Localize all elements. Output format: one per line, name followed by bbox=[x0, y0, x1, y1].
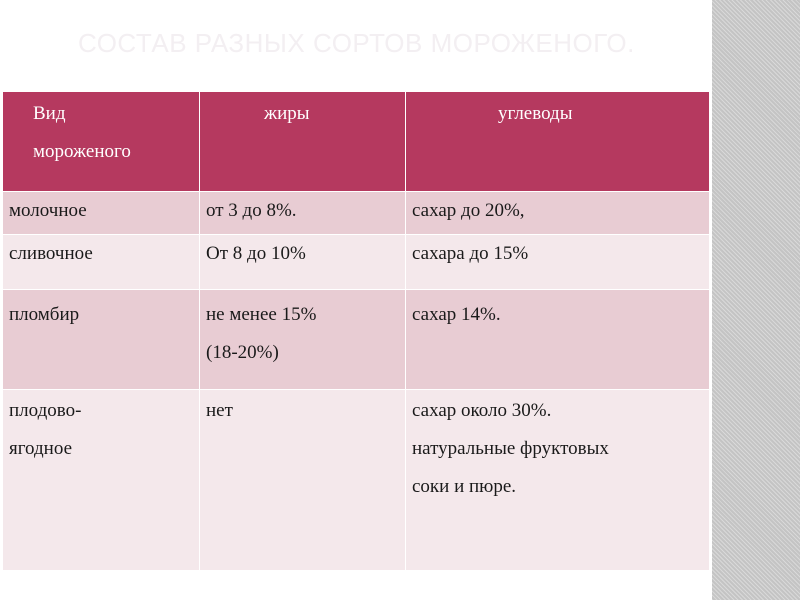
table-row: молочное от 3 до 8%. сахар до 20%, bbox=[2, 191, 710, 235]
header-kind-line: Вид bbox=[33, 103, 66, 124]
cell-text: сливочное bbox=[9, 243, 93, 264]
cell-text: пломбир bbox=[9, 304, 80, 325]
cell-text: натуральные фруктовых bbox=[412, 438, 609, 459]
cell-text: плодово- bbox=[9, 400, 82, 421]
header-carbs: углеводы bbox=[405, 91, 710, 192]
header-kind: Вид мороженого bbox=[2, 91, 200, 192]
cell-text: сахар 14%. bbox=[412, 304, 501, 325]
cell-text: соки и пюре. bbox=[412, 476, 517, 497]
table-header-row: Вид мороженого жиры углеводы bbox=[2, 91, 710, 192]
cell-kind: пломбир bbox=[2, 289, 200, 390]
table-row: сливочное От 8 до 10% сахара до 15% bbox=[2, 234, 710, 290]
cell-text: нет bbox=[206, 400, 233, 421]
cell-carbs: сахар 14%. bbox=[405, 289, 710, 390]
table-row: пломбир не менее 15% (18-20%) сахар 14%. bbox=[2, 289, 710, 390]
cell-text: (18-20%) bbox=[206, 342, 279, 363]
cell-fats: от 3 до 8%. bbox=[199, 191, 406, 235]
cell-kind: молочное bbox=[2, 191, 200, 235]
cell-kind: сливочное bbox=[2, 234, 200, 290]
cell-carbs: сахар около 30%. натуральные фруктовых с… bbox=[405, 389, 710, 571]
header-carbs-line: углеводы bbox=[498, 103, 573, 124]
cell-carbs: сахар до 20%, bbox=[405, 191, 710, 235]
cell-text: сахара до 15% bbox=[412, 243, 529, 264]
cell-text: не менее 15% bbox=[206, 304, 317, 325]
cell-text: ягодное bbox=[9, 438, 73, 459]
cell-text: от 3 до 8%. bbox=[206, 200, 297, 221]
header-kind-line: мороженого bbox=[33, 141, 131, 162]
cell-text: молочное bbox=[9, 200, 87, 221]
cell-fats: От 8 до 10% bbox=[199, 234, 406, 290]
cell-text: сахар до 20%, bbox=[412, 200, 525, 221]
table-row: плодово- ягодное нет сахар около 30%. на… bbox=[2, 389, 710, 571]
side-stripe-decoration bbox=[712, 0, 800, 600]
header-fats-line: жиры bbox=[264, 103, 310, 124]
cell-fats: не менее 15% (18-20%) bbox=[199, 289, 406, 390]
cell-carbs: сахара до 15% bbox=[405, 234, 710, 290]
cell-text: сахар около 30%. bbox=[412, 400, 552, 421]
slide-title: СОСТАВ РАЗНЫХ СОРТОВ МОРОЖЕНОГО. bbox=[78, 28, 635, 58]
cell-text: От 8 до 10% bbox=[206, 243, 306, 264]
header-fats: жиры bbox=[199, 91, 406, 192]
cell-kind: плодово- ягодное bbox=[2, 389, 200, 571]
cell-fats: нет bbox=[199, 389, 406, 571]
composition-table: Вид мороженого жиры углеводы молочное от… bbox=[2, 91, 710, 571]
